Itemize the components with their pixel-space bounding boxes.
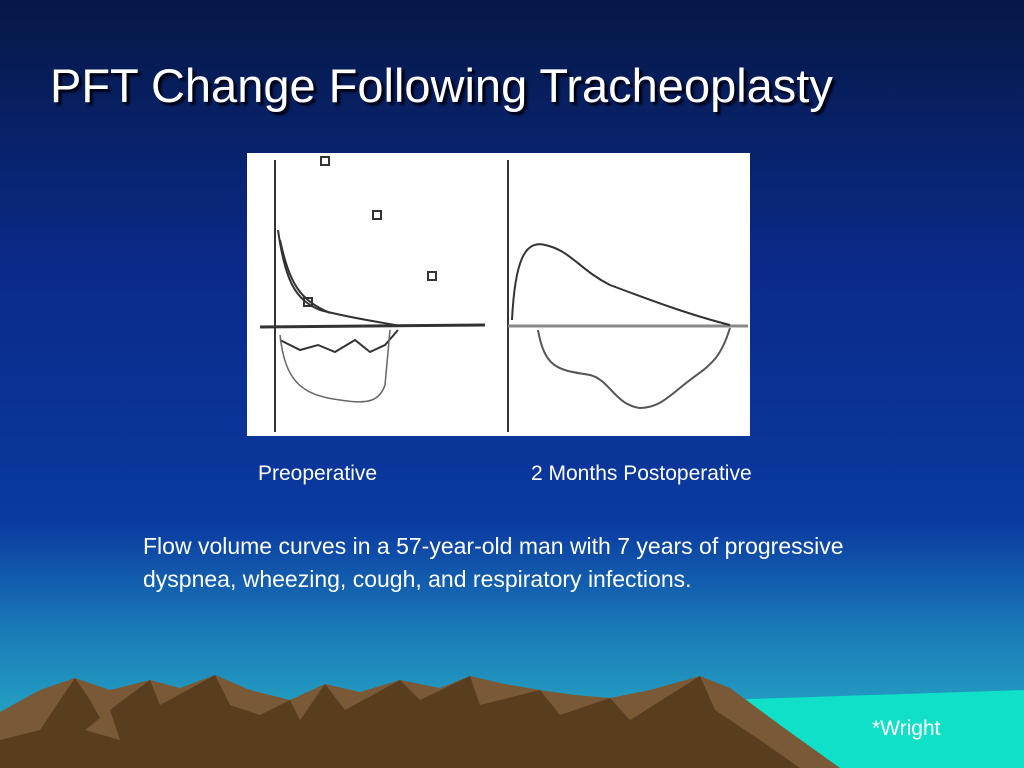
figure-label: Preoperative (258, 462, 378, 485)
credit: *Wright (872, 717, 941, 740)
preoperative-plot (259, 156, 486, 432)
postoperative-plot (507, 160, 748, 432)
figure-panel (247, 153, 750, 436)
mountain-shadow (0, 675, 800, 768)
figure-label: 2 Months Postoperative (531, 462, 752, 485)
figure (247, 153, 750, 436)
slide-title: PFT Change Following Tracheoplasty (50, 59, 833, 112)
caption: Flow volume curves in a 57-year-old man … (143, 533, 844, 592)
